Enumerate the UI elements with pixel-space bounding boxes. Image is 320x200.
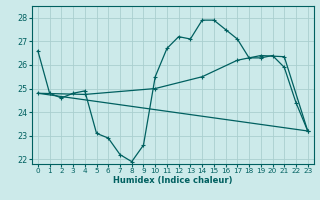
X-axis label: Humidex (Indice chaleur): Humidex (Indice chaleur) (113, 176, 233, 185)
